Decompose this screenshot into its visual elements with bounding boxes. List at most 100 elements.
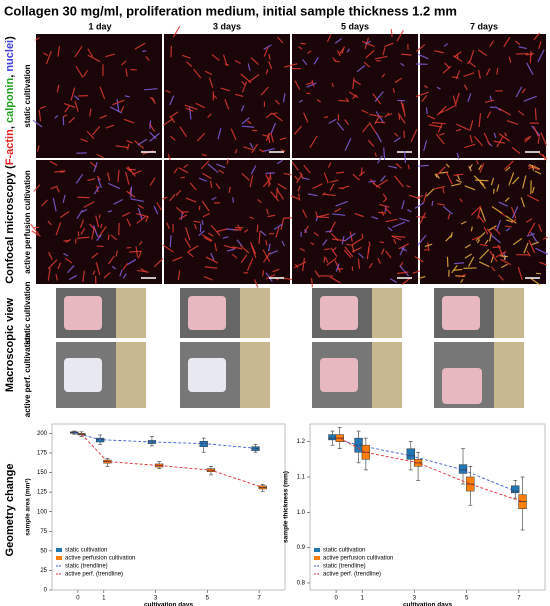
cell <box>55 222 62 236</box>
confocal-image <box>420 34 546 158</box>
cell <box>477 49 488 57</box>
cell <box>434 173 438 178</box>
legend-label: active perfusion cultivation <box>65 556 135 562</box>
cell <box>328 118 337 124</box>
cell <box>530 241 540 246</box>
cell <box>306 81 313 86</box>
cell <box>303 164 311 174</box>
cell <box>266 208 269 215</box>
cell <box>124 95 130 98</box>
cell <box>95 215 100 228</box>
cell <box>442 187 445 194</box>
cell <box>498 201 509 207</box>
confocal-label: Confocal microscopy (F-actin, calponin, … <box>4 36 16 284</box>
cell <box>253 279 259 288</box>
cell <box>98 225 107 238</box>
cell <box>45 51 52 65</box>
cell <box>358 252 364 259</box>
sample <box>188 296 226 330</box>
cell <box>211 196 217 201</box>
cell <box>474 179 489 182</box>
cell <box>364 40 371 45</box>
cell <box>302 112 309 123</box>
cell <box>456 152 460 160</box>
cell <box>527 165 540 171</box>
cell <box>172 256 183 262</box>
cell <box>169 115 176 124</box>
cell <box>250 57 260 65</box>
cell <box>453 268 463 271</box>
cell <box>220 87 231 92</box>
cell <box>306 82 317 88</box>
cell <box>193 220 201 224</box>
cell <box>500 263 508 269</box>
cell <box>87 178 96 181</box>
cell <box>464 143 476 149</box>
cell <box>172 25 181 38</box>
cell <box>54 170 66 173</box>
cell <box>303 225 309 234</box>
cell <box>105 124 115 129</box>
cell <box>368 180 377 183</box>
ruler <box>116 342 146 408</box>
cell <box>82 270 85 282</box>
cell <box>394 175 404 188</box>
cell <box>534 170 542 175</box>
cell <box>228 186 231 194</box>
cell <box>175 206 185 215</box>
cell <box>350 238 362 246</box>
cell <box>511 176 520 185</box>
cell <box>427 242 430 251</box>
plot-area <box>51 423 286 591</box>
cell <box>504 132 508 137</box>
cell <box>209 180 213 189</box>
cell <box>270 122 277 134</box>
cell <box>267 214 276 218</box>
cell <box>249 242 257 255</box>
cell <box>368 121 377 134</box>
cell <box>358 262 361 269</box>
cell <box>298 99 303 103</box>
cell <box>383 147 386 162</box>
cell <box>205 256 219 264</box>
cell <box>489 40 495 47</box>
cell <box>237 224 242 230</box>
ruler <box>494 342 524 408</box>
cell <box>325 230 333 233</box>
cell <box>344 232 356 242</box>
cell <box>476 205 482 220</box>
cell <box>231 253 238 259</box>
cell <box>65 238 72 243</box>
label-part: nuclei <box>4 40 16 72</box>
cell <box>120 105 125 113</box>
cell <box>234 59 241 65</box>
cell <box>520 197 525 208</box>
cell <box>323 116 329 119</box>
cell <box>458 273 467 278</box>
cell <box>31 230 41 237</box>
cell <box>126 246 132 249</box>
y-tick-label: 0 <box>44 588 48 594</box>
cell <box>470 226 473 232</box>
cell <box>57 262 62 270</box>
cell <box>354 212 364 218</box>
cell <box>527 222 536 236</box>
cell <box>149 132 160 142</box>
cell <box>32 119 43 128</box>
cell <box>272 113 283 122</box>
cell <box>256 224 259 233</box>
cell <box>303 229 308 234</box>
cell <box>382 193 388 200</box>
cell <box>36 145 40 152</box>
cell <box>170 111 179 118</box>
cell <box>486 228 493 236</box>
cell <box>377 257 381 264</box>
cell <box>165 89 171 93</box>
cell <box>156 202 162 211</box>
cell <box>361 109 369 114</box>
cell <box>268 53 271 60</box>
cell <box>428 124 443 128</box>
cell <box>469 49 475 62</box>
cell <box>445 105 456 112</box>
